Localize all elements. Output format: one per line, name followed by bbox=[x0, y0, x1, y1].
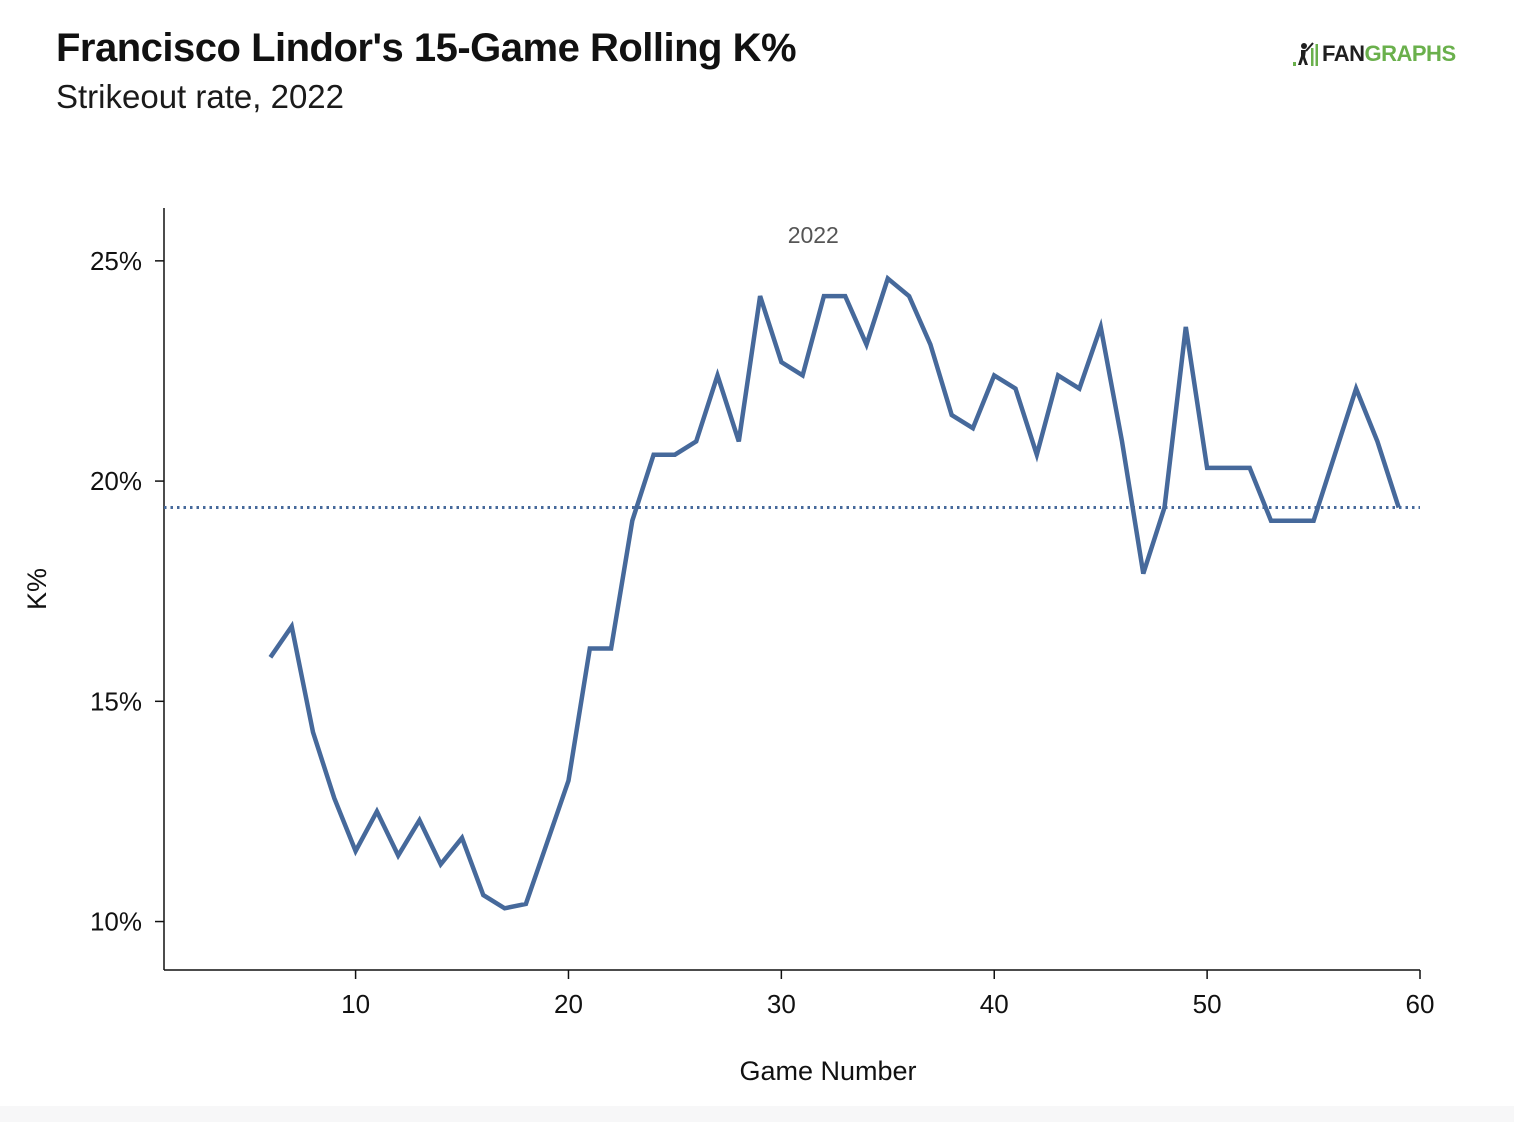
data-point bbox=[800, 373, 805, 378]
data-point bbox=[460, 836, 465, 841]
data-point bbox=[949, 413, 954, 418]
data-point bbox=[1396, 505, 1401, 510]
data-point bbox=[907, 294, 912, 299]
data-point bbox=[1311, 518, 1316, 523]
chart-title: Francisco Lindor's 15-Game Rolling K% bbox=[56, 26, 797, 70]
data-point bbox=[651, 452, 656, 457]
chart-subtitle: Strikeout rate, 2022 bbox=[56, 78, 345, 115]
data-point bbox=[971, 426, 976, 431]
data-point bbox=[289, 624, 294, 629]
x-tick-label: 60 bbox=[1406, 989, 1435, 1019]
logo-text-graphs: GRAPHS bbox=[1364, 41, 1457, 66]
data-point bbox=[1056, 373, 1061, 378]
data-point bbox=[1354, 386, 1359, 391]
data-point bbox=[1098, 325, 1103, 330]
data-point bbox=[311, 730, 316, 735]
data-point bbox=[885, 276, 890, 281]
data-point bbox=[1035, 452, 1040, 457]
data-point bbox=[502, 906, 507, 911]
data-point bbox=[673, 452, 678, 457]
data-point bbox=[758, 294, 763, 299]
axes: 10 20 30 40 50 60 10% 15% 20% 25% bbox=[90, 208, 1435, 1019]
x-axis-title: Game Number bbox=[739, 1056, 916, 1086]
data-point bbox=[332, 796, 337, 801]
data-point bbox=[992, 373, 997, 378]
data-point bbox=[928, 342, 933, 347]
y-tick-label: 10% bbox=[90, 907, 142, 937]
series-line-2022 bbox=[268, 274, 1401, 911]
data-point bbox=[779, 360, 784, 365]
data-point bbox=[843, 294, 848, 299]
x-tick-label: 10 bbox=[341, 989, 370, 1019]
data-point bbox=[1141, 571, 1146, 576]
data-point bbox=[566, 778, 571, 783]
data-point bbox=[353, 849, 358, 854]
data-point bbox=[1077, 386, 1082, 391]
page-bottom-band bbox=[0, 1106, 1514, 1122]
data-point bbox=[375, 809, 380, 814]
data-point bbox=[545, 840, 550, 845]
data-point bbox=[630, 518, 635, 523]
data-point bbox=[1013, 386, 1018, 391]
series-label: 2022 bbox=[788, 222, 839, 248]
data-point bbox=[1269, 518, 1274, 523]
data-point bbox=[524, 902, 529, 907]
x-tick-label: 20 bbox=[554, 989, 583, 1019]
y-axis-title: K% bbox=[22, 568, 52, 610]
x-tick-label: 30 bbox=[767, 989, 796, 1019]
data-point bbox=[715, 373, 720, 378]
logo-text-fan: FAN bbox=[1322, 41, 1365, 66]
data-point bbox=[609, 646, 614, 651]
x-tick-label: 40 bbox=[980, 989, 1009, 1019]
data-point bbox=[1120, 439, 1125, 444]
y-tick-label: 15% bbox=[90, 686, 142, 716]
data-point bbox=[1333, 452, 1338, 457]
labels-layer: Game Number K% 2022 bbox=[22, 222, 917, 1086]
data-point bbox=[481, 893, 486, 898]
data-point bbox=[1162, 505, 1167, 510]
series-layer bbox=[268, 274, 1401, 911]
data-point bbox=[864, 342, 869, 347]
data-point bbox=[438, 862, 443, 867]
data-point bbox=[822, 294, 827, 299]
data-point bbox=[268, 655, 273, 660]
data-point bbox=[1226, 466, 1231, 471]
data-point bbox=[587, 646, 592, 651]
data-point bbox=[1247, 466, 1252, 471]
data-point bbox=[1205, 466, 1210, 471]
data-point bbox=[1184, 325, 1189, 330]
data-point bbox=[694, 439, 699, 444]
y-tick-label: 25% bbox=[90, 246, 142, 276]
y-tick-label: 20% bbox=[90, 466, 142, 496]
fangraphs-logo: FAN GRAPHS bbox=[1292, 38, 1456, 70]
data-point bbox=[396, 853, 401, 858]
data-point bbox=[736, 439, 741, 444]
batter-icon bbox=[1293, 42, 1318, 66]
x-tick-label: 50 bbox=[1193, 989, 1222, 1019]
data-point bbox=[417, 818, 422, 823]
data-point bbox=[1375, 439, 1380, 444]
data-point bbox=[1290, 518, 1295, 523]
